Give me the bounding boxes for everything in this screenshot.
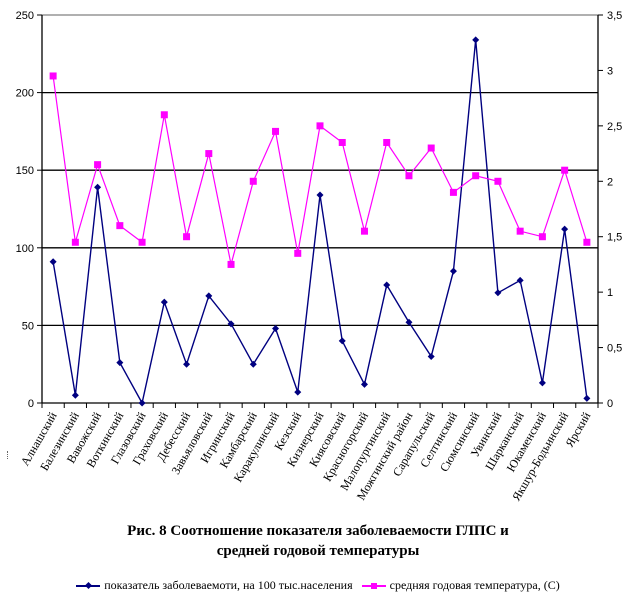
data-point	[449, 267, 457, 275]
data-point	[227, 260, 235, 268]
data-point	[449, 188, 457, 196]
y2-tick-label: 0,5	[607, 343, 622, 355]
left-axis-ticks: 0 50 100 150 200 250	[16, 10, 42, 410]
data-point	[405, 318, 413, 326]
y2-tick-label: 3,5	[607, 10, 622, 22]
y2-tick-label: 2	[607, 176, 613, 188]
legend-swatch-temperature	[361, 581, 386, 591]
series-line	[52, 39, 588, 405]
data-point	[227, 320, 235, 328]
data-point	[49, 72, 57, 80]
data-point	[472, 172, 480, 180]
data-point	[383, 138, 391, 146]
data-point	[338, 138, 346, 146]
gridlines	[42, 14, 598, 327]
data-point	[116, 222, 124, 230]
right-axis-ticks: 0 0,5 1 1,5 2 2,5 3 3,5	[598, 10, 622, 410]
y-tick-label: 100	[16, 243, 34, 255]
data-point	[71, 391, 79, 399]
data-point	[316, 122, 324, 130]
square-marker-icon	[370, 582, 377, 589]
data-point	[71, 238, 79, 246]
data-point	[294, 388, 302, 396]
category-axis-ticks: АлнашскийБалезинскийВавожскийВоткинскийГ…	[18, 403, 599, 503]
data-point	[249, 360, 257, 368]
data-point	[160, 111, 168, 119]
data-point	[516, 227, 524, 235]
data-point	[160, 298, 168, 306]
y-tick-label: 50	[22, 320, 34, 332]
data-point	[205, 292, 213, 300]
y2-tick-label: 0	[607, 398, 613, 410]
y2-tick-label: 2,5	[607, 121, 622, 133]
data-point	[183, 360, 191, 368]
y-tick-label: 150	[16, 165, 34, 177]
chart-title-line-2: средней годовой температуры	[216, 543, 420, 559]
y-tick-label: 200	[16, 88, 34, 100]
data-point	[272, 325, 280, 333]
data-point	[272, 127, 280, 135]
data-point	[116, 359, 124, 367]
data-point	[561, 225, 569, 233]
y-tick-label: 250	[16, 10, 34, 22]
data-point	[360, 227, 368, 235]
y2-tick-label: 1,5	[607, 232, 622, 244]
legend-swatch-incidence	[76, 581, 101, 591]
data-point	[294, 249, 302, 257]
data-point	[205, 150, 213, 158]
data-point	[316, 191, 324, 199]
data-point	[383, 281, 391, 289]
data-point	[583, 238, 591, 246]
stray-mark	[7, 451, 10, 459]
data-point	[494, 177, 502, 185]
data-point	[360, 380, 368, 388]
data-point	[338, 337, 346, 345]
data-point	[249, 177, 257, 185]
y2-tick-label: 3	[607, 65, 613, 77]
data-point	[138, 399, 146, 407]
axes	[41, 15, 599, 404]
data-point	[516, 276, 524, 284]
data-point	[538, 379, 546, 387]
legend-item-incidence: показатель заболеваемоти, на 100 тыс.нас…	[76, 578, 353, 593]
diamond-marker-icon	[85, 581, 93, 589]
legend-item-temperature: средняя годовая температура, (С)	[361, 578, 560, 593]
data-point	[94, 161, 102, 169]
legend: показатель заболеваемоти, на 100 тыс.нас…	[0, 578, 636, 595]
data-point	[583, 394, 591, 402]
data-point	[472, 36, 480, 44]
legend-label-temperature: средняя годовая температура, (С)	[389, 578, 560, 592]
legend-label-incidence: показатель заболеваемоти, на 100 тыс.нас…	[104, 578, 353, 592]
series-incidence	[49, 36, 591, 407]
data-point	[138, 238, 146, 246]
chart: 0 50 100 150 200 250 0 0,5 1 1,5 2 2,5 3 3,5 Алнашск…	[16, 10, 623, 503]
series-layer	[49, 36, 591, 407]
y2-tick-label: 1	[607, 287, 613, 299]
data-point	[561, 166, 569, 174]
chart-title-line-1: Рис. 8 Соотношение показателя заболеваем…	[127, 523, 509, 539]
data-point	[49, 258, 57, 266]
series-temperature	[49, 72, 591, 268]
data-point	[538, 233, 546, 241]
data-point	[427, 144, 435, 152]
data-point	[427, 352, 435, 360]
data-point	[405, 172, 413, 180]
y-tick-label: 0	[28, 398, 34, 410]
data-point	[183, 233, 191, 241]
data-point	[494, 289, 502, 297]
data-point	[94, 183, 102, 191]
